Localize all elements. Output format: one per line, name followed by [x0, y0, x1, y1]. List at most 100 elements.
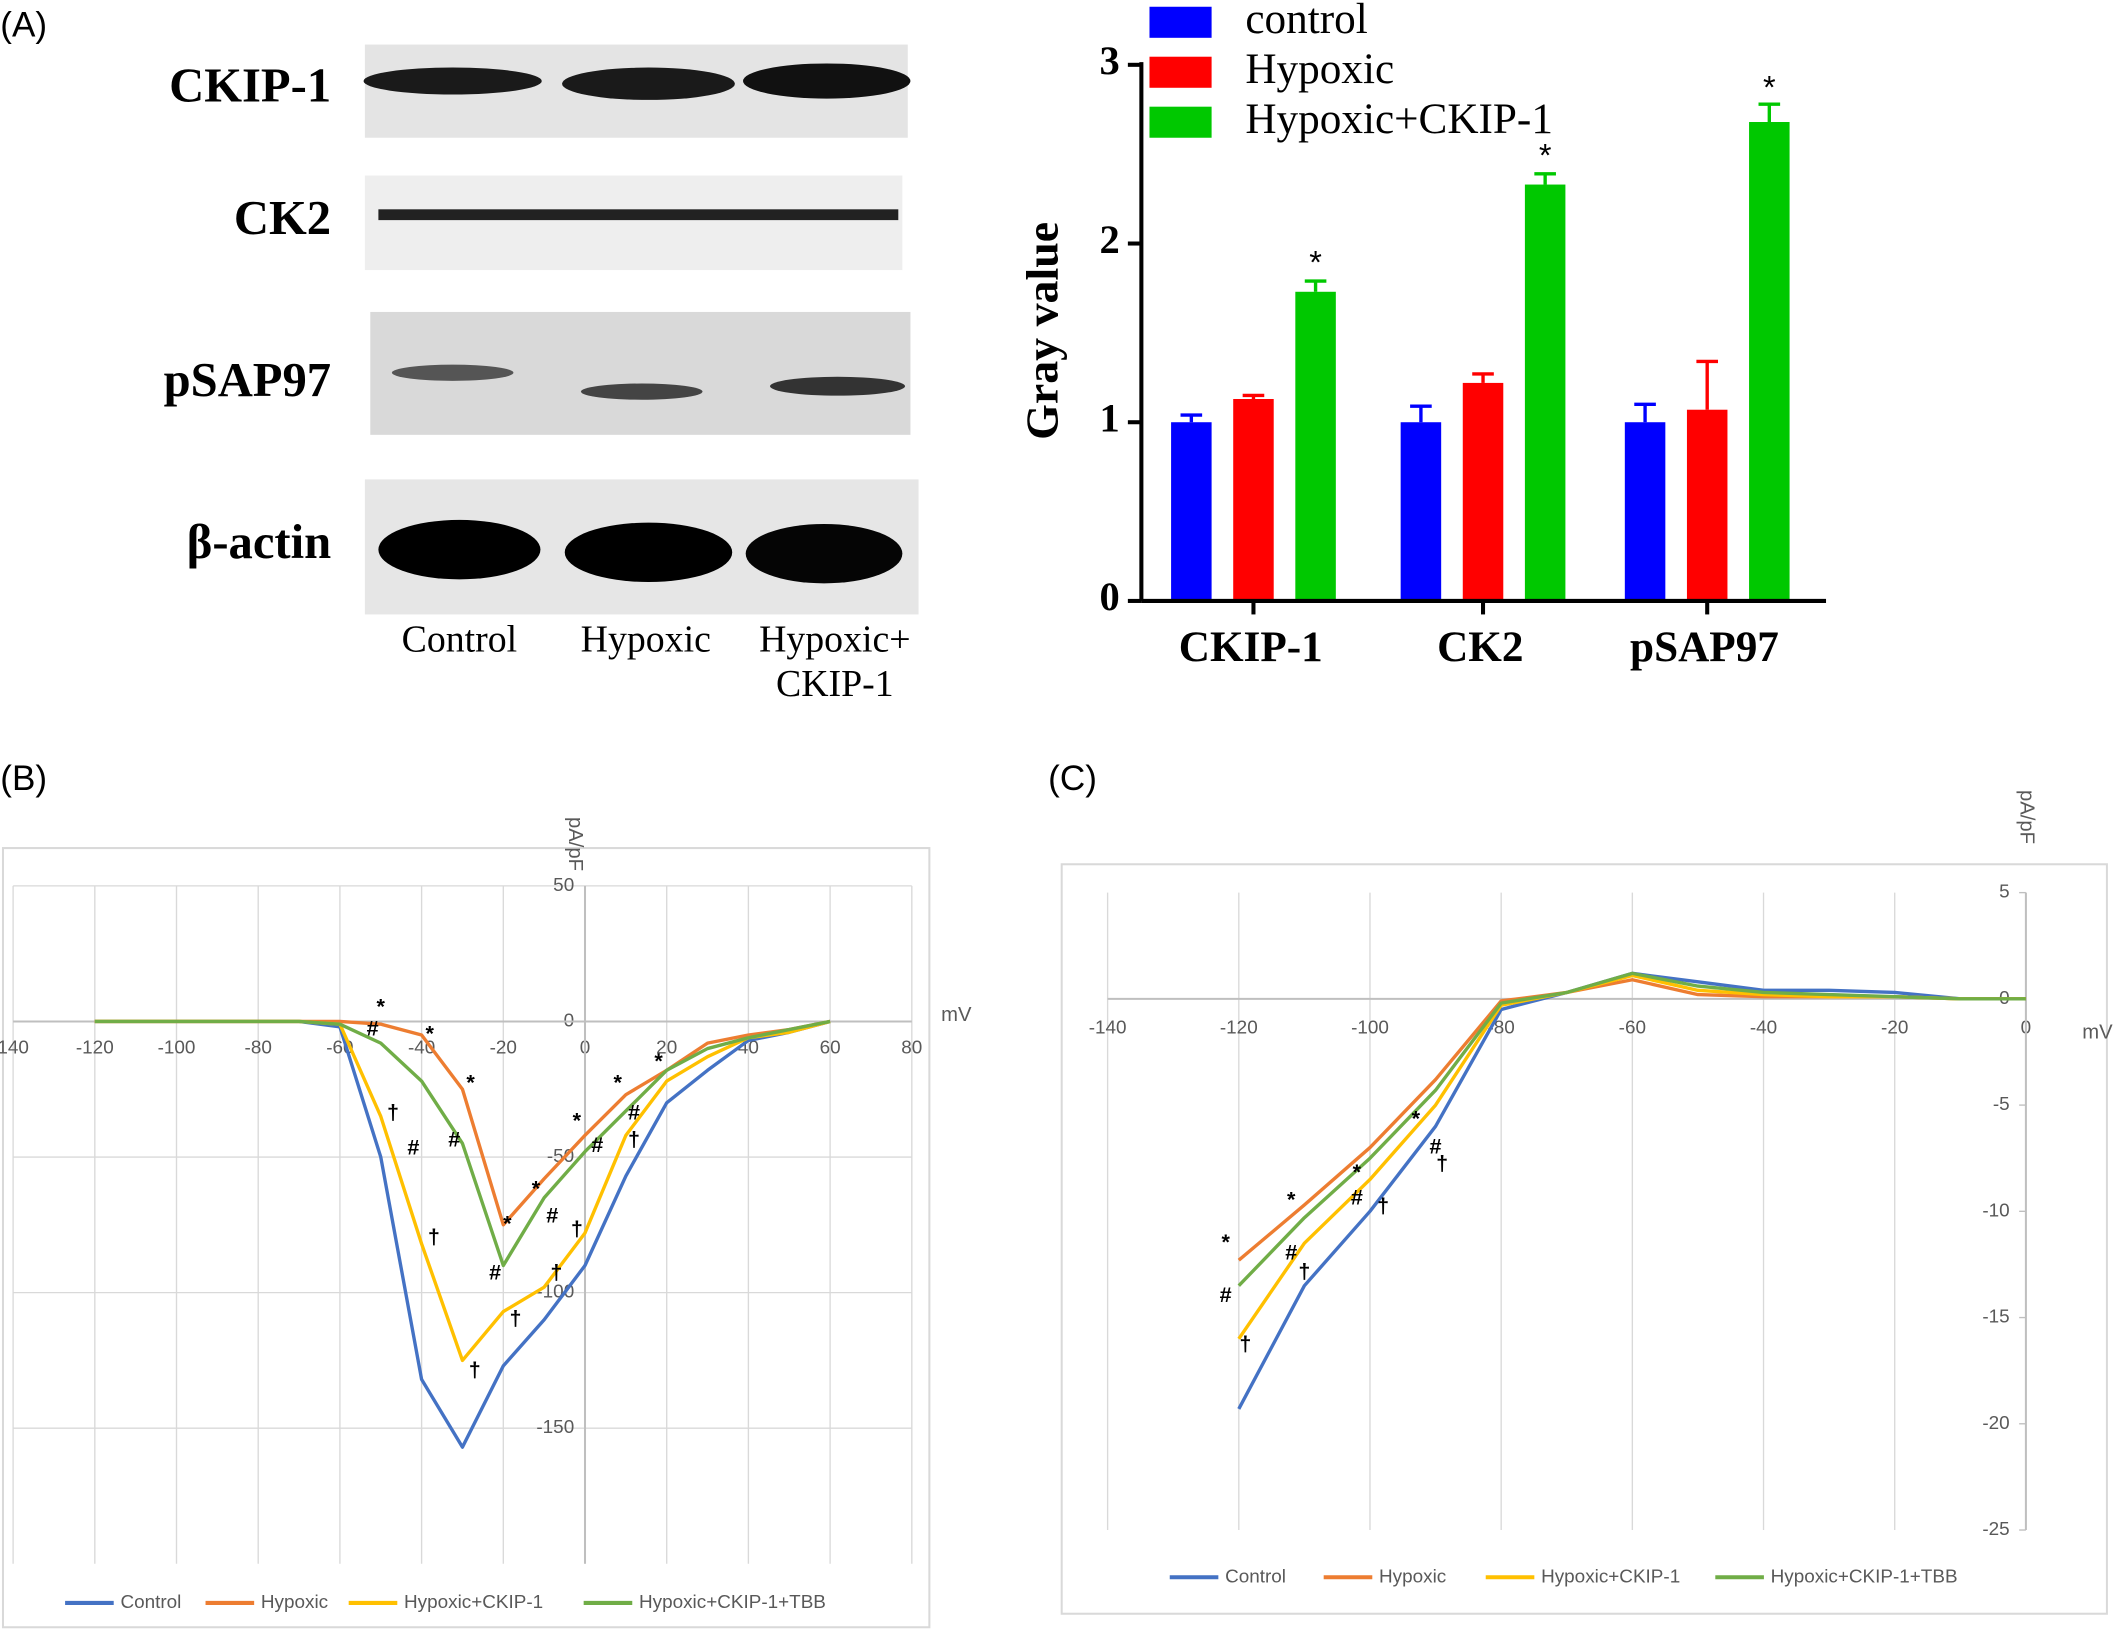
legend-label: Hypoxic: [261, 1592, 328, 1613]
blot-column-label: Control: [402, 618, 518, 660]
x-tick-label: 60: [820, 1037, 841, 1058]
band: [391, 364, 514, 381]
y-axis-label: pA/pF: [2016, 790, 2038, 844]
annotation: #: [546, 1202, 558, 1227]
annotation: *: [1353, 1159, 1362, 1184]
annotation: †: [387, 1099, 399, 1124]
band: [562, 67, 735, 100]
x-tick-label: 20: [656, 1037, 677, 1058]
annotation: *: [1309, 245, 1322, 281]
y-axis-label: pA/pF: [564, 817, 586, 871]
blot-image: [363, 44, 919, 615]
y-tick-label: 1: [1100, 396, 1120, 441]
x-tick-label: 140: [0, 1037, 29, 1058]
band: [564, 522, 733, 583]
bar: [1171, 422, 1212, 601]
legend-label: Control: [1225, 1566, 1286, 1587]
blot-row-label: pSAP97: [164, 353, 331, 407]
y-tick-label: 50: [553, 875, 574, 896]
annotation: *: [613, 1070, 622, 1095]
annotation: #: [367, 1015, 379, 1040]
bar: [1686, 409, 1728, 601]
annotation: *: [377, 994, 386, 1019]
blot-column-label: Hypoxic: [581, 618, 711, 660]
panel-label: (B): [0, 759, 47, 798]
bar: [1624, 422, 1666, 601]
line-series: [94, 1019, 831, 1268]
annotation: †: [1436, 1150, 1448, 1175]
annotation: *: [503, 1211, 512, 1236]
annotation: *: [1221, 1229, 1230, 1254]
annotation: *: [573, 1107, 582, 1132]
x-tick-label: -40: [1750, 1018, 1777, 1039]
y-axis-label: Gray value: [1016, 222, 1067, 440]
legend-swatch: [1149, 56, 1212, 88]
y-tick-label: 5: [1999, 882, 2010, 903]
annotation: †: [550, 1259, 562, 1284]
annotation: *: [1287, 1186, 1296, 1211]
annotation: *: [426, 1021, 435, 1046]
legend-swatch: [1149, 106, 1212, 138]
bar: [1749, 122, 1790, 601]
y-tick-label: -15: [1982, 1307, 2009, 1328]
annotation: *: [1539, 137, 1552, 173]
annotation: *: [654, 1048, 663, 1073]
line-series: [1237, 971, 2026, 1287]
y-tick-label: -25: [1982, 1519, 2009, 1540]
bar: [1400, 422, 1442, 601]
annotation: #: [628, 1099, 640, 1124]
annotation: *: [466, 1070, 475, 1095]
x-tick-label: -120: [1220, 1018, 1258, 1039]
chart-frame: [1060, 863, 2108, 1615]
bar: [1295, 291, 1336, 601]
y-tick-label: -5: [1993, 1094, 2010, 1115]
x-tick-label: -60: [1619, 1018, 1646, 1039]
x-tick-label: -100: [1351, 1018, 1389, 1039]
annotation: †: [1298, 1259, 1310, 1284]
y-tick-label: -10: [1982, 1200, 2009, 1221]
annotation: *: [1412, 1106, 1421, 1131]
x-tick-label: -80: [245, 1037, 272, 1058]
y-tick-label: -150: [536, 1417, 574, 1438]
annotation: †: [469, 1357, 481, 1382]
annotation: #: [1351, 1184, 1363, 1209]
annotation: †: [571, 1216, 583, 1241]
band: [743, 63, 911, 99]
x-tick-label: pSAP97: [1630, 623, 1779, 671]
annotation: †: [1239, 1331, 1251, 1356]
x-tick-label: CK2: [1437, 623, 1523, 671]
legend-label: Control: [120, 1592, 181, 1613]
x-tick-label: -120: [76, 1037, 114, 1058]
annotation: *: [1763, 69, 1776, 105]
y-tick-label: -50: [547, 1146, 574, 1167]
annotation: †: [510, 1305, 522, 1330]
legend-label: Hypoxic+CKIP-1: [1541, 1566, 1680, 1587]
bar: [1524, 184, 1566, 601]
x-tick-label: -20: [490, 1037, 517, 1058]
x-tick-label: CKIP-1: [1179, 623, 1323, 671]
annotation: †: [428, 1224, 440, 1249]
band: [580, 383, 703, 400]
annotation: #: [1220, 1282, 1232, 1307]
legend-label: Hypoxic: [1245, 45, 1394, 93]
blot-row-label: CK2: [234, 191, 331, 245]
annotation: #: [489, 1259, 501, 1284]
blot-row-label: CKIP-1: [169, 59, 331, 113]
annotation: #: [591, 1132, 603, 1157]
band: [378, 519, 541, 580]
annotation: *: [532, 1175, 541, 1200]
legend-label: Hypoxic+CKIP-1: [1245, 95, 1553, 143]
band: [745, 523, 903, 584]
x-tick-label: -20: [1881, 1018, 1908, 1039]
x-tick-label: 80: [901, 1037, 922, 1058]
bar: [1233, 398, 1274, 601]
legend-label: Hypoxic+CKIP-1+TBB: [1771, 1566, 1958, 1587]
blot-column-label: CKIP-1: [776, 663, 894, 705]
x-tick-label: -100: [158, 1037, 196, 1058]
annotation: †: [628, 1126, 640, 1151]
blot-strip: [364, 175, 903, 271]
blot-row-label: β-actin: [187, 515, 331, 569]
x-tick-label: -140: [1089, 1018, 1127, 1039]
y-tick-label: 3: [1100, 38, 1120, 83]
y-tick-label: 2: [1100, 217, 1120, 262]
